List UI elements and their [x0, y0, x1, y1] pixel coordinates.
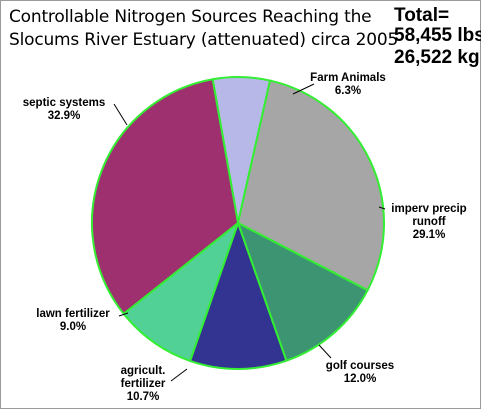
slice-name-label: imperv precip: [391, 203, 466, 215]
slice-name-label: runoff: [412, 216, 445, 228]
slice-name-label: lawn fertilizer: [36, 308, 110, 320]
slice-name-label: septic systems: [23, 97, 105, 109]
slice-percent-label: 9.0%: [60, 321, 86, 333]
leader-line: [319, 345, 331, 358]
slice-percent-label: 12.0%: [344, 373, 377, 385]
slice-name-label: Farm Animals: [310, 72, 386, 84]
slice-percent-label: 32.9%: [48, 110, 81, 122]
leader-line: [171, 369, 187, 381]
slice-percent-label: 6.3%: [335, 85, 361, 97]
slice-name-label: golf courses: [326, 360, 394, 372]
slice-name-label: fertilizer: [121, 378, 166, 390]
slice-percent-label: 29.1%: [413, 229, 446, 241]
slice-name-label: agricult.: [121, 365, 166, 377]
leader-line: [114, 104, 127, 125]
pie-slices: [92, 77, 384, 369]
slice-percent-label: 10.7%: [127, 391, 160, 403]
